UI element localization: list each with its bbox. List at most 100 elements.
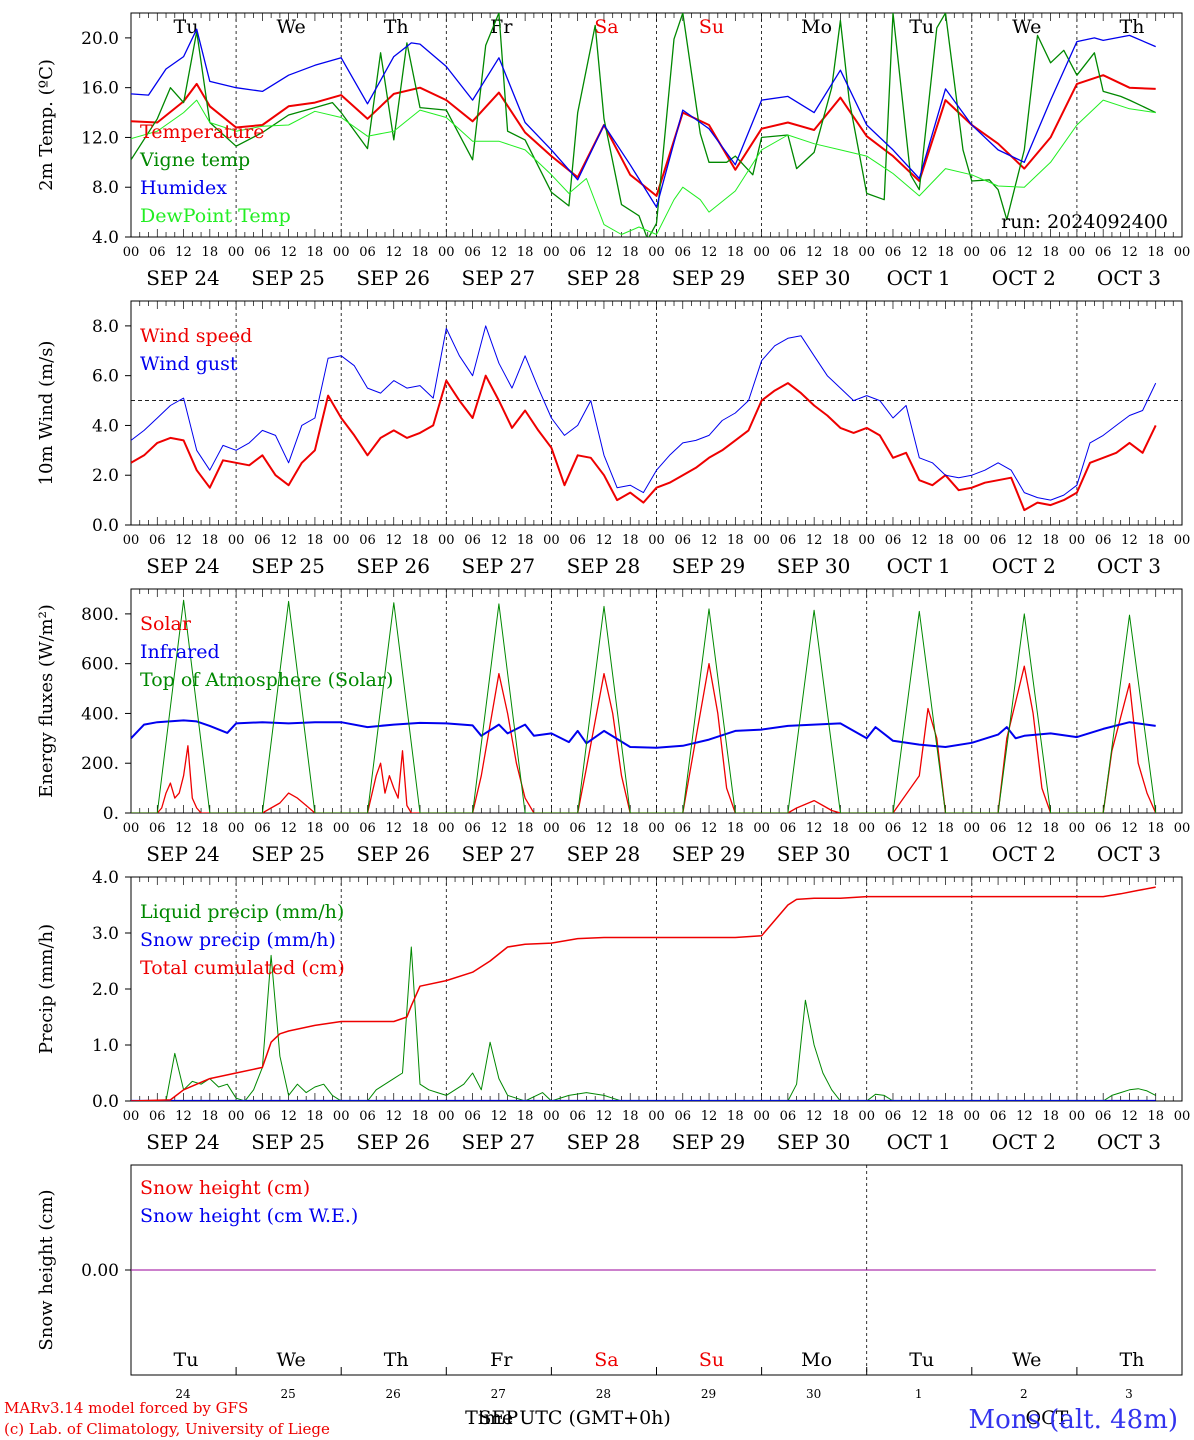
y-tick-label: 6.0 xyxy=(92,367,119,387)
series-line-total-cumulated-cm- xyxy=(131,886,1156,1101)
y-tick-label: 12.0 xyxy=(81,128,119,148)
series-line-top-of-atmosphere-solar- xyxy=(131,599,1157,813)
day-name-label: Tu xyxy=(909,16,934,38)
hour-tick-label: 06 xyxy=(1095,821,1112,836)
date-label: OCT 2 xyxy=(992,1130,1056,1154)
date-label: SEP 30 xyxy=(777,842,851,866)
series-line-humidex xyxy=(131,28,1156,208)
date-label: OCT 1 xyxy=(887,554,951,578)
hour-tick-label: 00 xyxy=(438,821,455,836)
hour-tick-label: 12 xyxy=(1016,533,1033,548)
hour-tick-label: 00 xyxy=(1069,245,1086,260)
hour-tick-label: 18 xyxy=(1042,1109,1059,1124)
hour-tick-label: 06 xyxy=(569,1109,586,1124)
hour-tick-label: 06 xyxy=(464,533,481,548)
hour-tick-label: 06 xyxy=(675,533,692,548)
hour-tick-label: 12 xyxy=(175,821,192,836)
hour-tick-label: 18 xyxy=(517,1109,534,1124)
hour-tick-label: 18 xyxy=(832,1109,849,1124)
date-label: SEP 24 xyxy=(146,1130,220,1154)
hour-tick-label: 12 xyxy=(1016,821,1033,836)
hour-tick-label: 00 xyxy=(1069,533,1086,548)
hour-tick-label: 12 xyxy=(491,1109,508,1124)
hour-tick-label: 18 xyxy=(412,245,429,260)
hour-tick-label: 12 xyxy=(911,245,928,260)
hour-tick-label: 18 xyxy=(622,821,639,836)
day-number-label: 24 xyxy=(175,1387,191,1401)
hour-tick-label: 00 xyxy=(1174,245,1191,260)
hour-tick-label: 18 xyxy=(1147,533,1164,548)
hour-tick-label: 06 xyxy=(675,1109,692,1124)
hour-tick-label: 18 xyxy=(1147,245,1164,260)
hour-tick-label: 12 xyxy=(701,821,718,836)
hour-tick-label: 12 xyxy=(701,533,718,548)
legend-entry: Wind gust xyxy=(140,353,238,375)
hour-tick-label: 12 xyxy=(280,821,297,836)
hour-tick-label: 12 xyxy=(385,1109,402,1124)
hour-tick-label: 06 xyxy=(149,821,166,836)
day-number-label: 25 xyxy=(280,1387,295,1401)
hour-tick-label: 12 xyxy=(911,821,928,836)
hour-tick-label: 18 xyxy=(937,245,954,260)
date-label: SEP 24 xyxy=(146,554,220,578)
hour-tick-label: 00 xyxy=(123,821,140,836)
hour-tick-label: 00 xyxy=(753,533,770,548)
hour-tick-label: 06 xyxy=(675,821,692,836)
hour-tick-label: 06 xyxy=(359,1109,376,1124)
day-name-label: We xyxy=(1012,16,1041,38)
y-tick-label: 200. xyxy=(81,754,119,774)
day-name-label: We xyxy=(276,1349,305,1371)
hour-tick-label: 06 xyxy=(990,821,1007,836)
hour-tick-label: 06 xyxy=(359,821,376,836)
hour-tick-label: 12 xyxy=(280,1109,297,1124)
hour-tick-label: 06 xyxy=(885,1109,902,1124)
day-number-label: 27 xyxy=(491,1387,506,1401)
date-label: OCT 2 xyxy=(992,266,1056,290)
y-tick-label: 8.0 xyxy=(92,178,119,198)
hour-tick-label: 18 xyxy=(202,245,219,260)
date-label: SEP 29 xyxy=(672,554,746,578)
legend-entry: Snow height (cm) xyxy=(140,1177,310,1199)
hour-tick-label: 12 xyxy=(385,245,402,260)
run-label: run: 2024092400 xyxy=(1001,211,1168,233)
date-label: SEP 26 xyxy=(356,1130,430,1154)
legend-entry: DewPoint Temp xyxy=(140,205,291,227)
hour-tick-label: 00 xyxy=(648,821,665,836)
legend-entry: Snow precip (mm/h) xyxy=(140,929,336,951)
copyright-credit: (c) Lab. of Climatology, University of L… xyxy=(4,1420,330,1438)
hour-tick-label: 18 xyxy=(937,533,954,548)
hour-tick-label: 00 xyxy=(543,533,560,548)
hour-tick-label: 12 xyxy=(596,245,613,260)
date-label: SEP 27 xyxy=(462,842,536,866)
y-tick-label: 0.0 xyxy=(92,1092,119,1112)
hour-tick-label: 06 xyxy=(569,245,586,260)
day-name-label: Tu xyxy=(174,16,199,38)
hour-tick-label: 18 xyxy=(202,821,219,836)
hour-tick-label: 12 xyxy=(385,821,402,836)
y-axis-label: Precip (mm/h) xyxy=(36,924,57,1054)
hour-tick-label: 00 xyxy=(858,245,875,260)
series-line-wind-gust xyxy=(131,325,1157,501)
legend-entry: Snow height (cm W.E.) xyxy=(140,1205,358,1227)
hour-tick-label: 00 xyxy=(438,245,455,260)
y-tick-label: 600. xyxy=(81,655,119,675)
hour-tick-label: 18 xyxy=(1042,821,1059,836)
y-tick-label: 4.0 xyxy=(92,868,119,888)
date-label: SEP 29 xyxy=(672,1130,746,1154)
hour-tick-label: 12 xyxy=(175,245,192,260)
hour-tick-label: 00 xyxy=(1069,1109,1086,1124)
day-name-label: Fr xyxy=(490,1349,513,1371)
hour-tick-label: 12 xyxy=(175,1109,192,1124)
date-label: SEP 27 xyxy=(462,1130,536,1154)
hour-tick-label: 06 xyxy=(780,1109,797,1124)
day-name-label: Su xyxy=(699,1349,724,1371)
hour-tick-label: 06 xyxy=(885,245,902,260)
y-axis-label: 2m Temp. (ºC) xyxy=(36,59,57,191)
hour-tick-label: 00 xyxy=(753,1109,770,1124)
hour-tick-label: 12 xyxy=(385,533,402,548)
hour-tick-label: 12 xyxy=(1121,821,1138,836)
hour-tick-label: 12 xyxy=(596,821,613,836)
hour-tick-label: 06 xyxy=(1095,245,1112,260)
day-name-label: We xyxy=(1012,1349,1041,1371)
hour-tick-label: 18 xyxy=(202,533,219,548)
